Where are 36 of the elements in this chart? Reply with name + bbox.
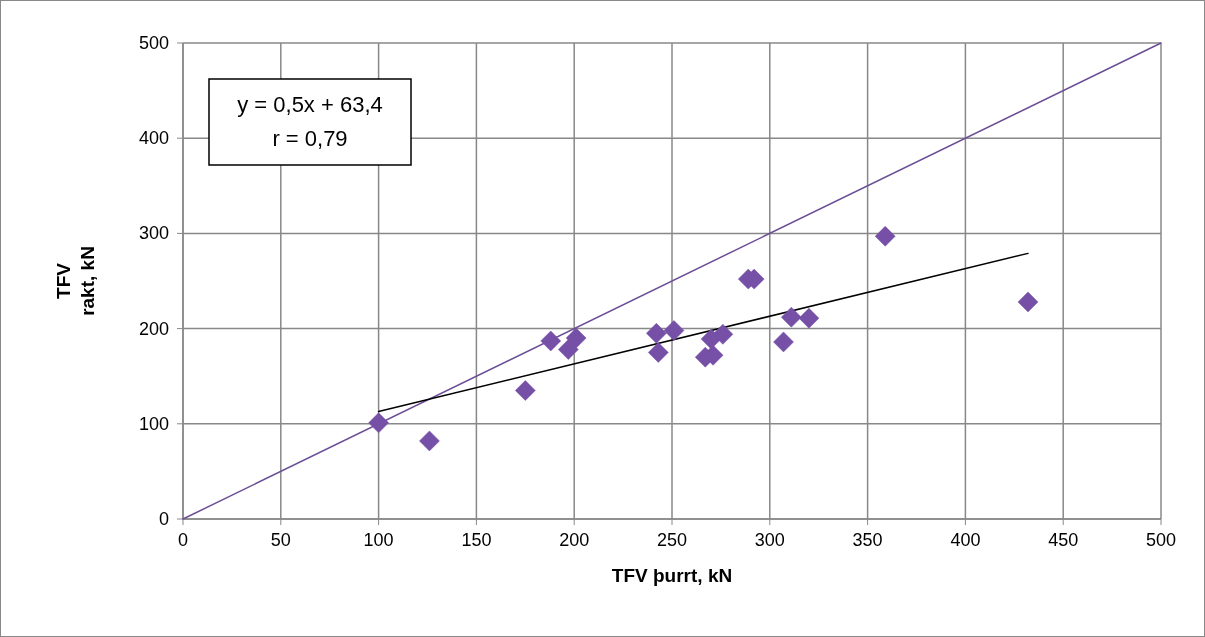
- point: [515, 380, 536, 401]
- y-tick-label: 100: [138, 413, 169, 434]
- point: [663, 320, 685, 341]
- point: [540, 330, 561, 352]
- x-tick-label: 0: [177, 530, 189, 550]
- y-tick-label: 0: [158, 509, 169, 529]
- x-tick-label: 400: [950, 530, 981, 550]
- x-tick-label: 150: [461, 530, 492, 550]
- point: [646, 323, 667, 344]
- point: [565, 327, 587, 349]
- point: [712, 324, 734, 345]
- x-tick-label: 250: [656, 530, 688, 550]
- x-tick-label: 50: [270, 530, 291, 550]
- y-axis-title: TFV rakt, kN: [53, 246, 98, 316]
- x-tick-label: 500: [1145, 530, 1177, 550]
- point: [874, 226, 896, 247]
- x-tick-label: 300: [754, 530, 785, 550]
- x-tick-label: 200: [559, 530, 590, 550]
- point: [368, 412, 389, 434]
- point: [798, 307, 820, 329]
- point: [1017, 291, 1039, 313]
- x-axis-title: TFV þurrt, kN: [611, 565, 733, 586]
- y-tick-label: 200: [138, 318, 169, 339]
- x-tick-label: 350: [852, 530, 883, 550]
- annotation: r = 0,79: [272, 126, 348, 151]
- y-tick-label: 500: [138, 33, 169, 53]
- y-tick-label: 400: [138, 128, 169, 149]
- point: [419, 430, 440, 452]
- x-tick-label: 100: [363, 530, 394, 550]
- point: [773, 331, 794, 353]
- annotation: y = 0,5x + 63,4: [237, 92, 383, 117]
- point: [781, 306, 802, 328]
- y-tick-label: 300: [138, 223, 169, 244]
- point: [558, 339, 579, 360]
- x-tick-label: 450: [1048, 530, 1079, 550]
- point: [648, 342, 669, 363]
